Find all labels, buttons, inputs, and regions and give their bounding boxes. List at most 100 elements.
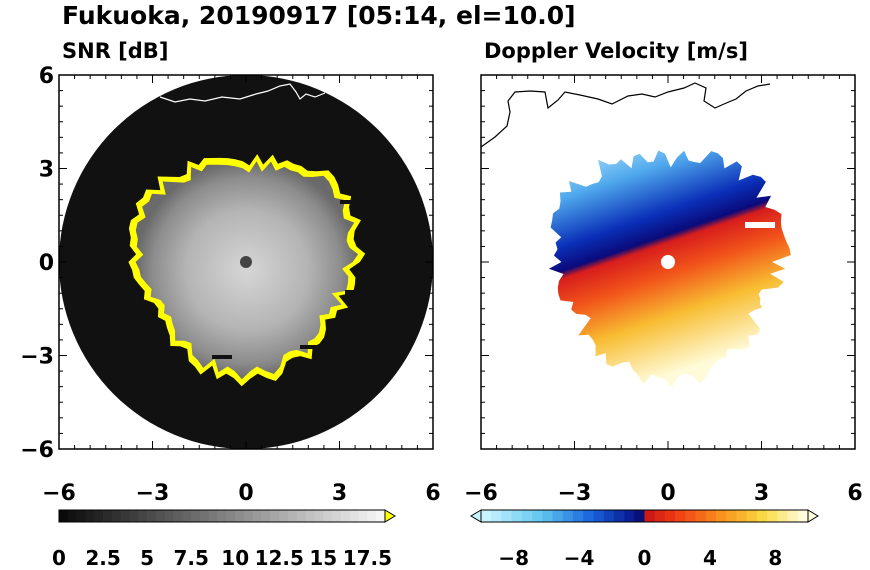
velocity-colorbar-cell <box>767 510 778 522</box>
velocity-colorbar-cell <box>521 510 533 522</box>
velocity-colorbar-cell <box>593 510 604 522</box>
snr-colorbar-label: 5 <box>140 546 154 570</box>
velocity-colorbar-label: −8 <box>498 546 529 570</box>
snr-colorbar-cell <box>155 510 166 522</box>
velocity-colorbar-cell <box>603 510 615 522</box>
snr-colorbar-cell <box>164 510 174 522</box>
snr-colorbar-cell <box>208 510 218 522</box>
snr-xtick-label: −6 <box>42 481 76 506</box>
velocity-colorbar-label: 4 <box>703 546 717 570</box>
velocity-colorbar-cell <box>481 510 492 522</box>
velocity-tick-marks <box>480 74 856 450</box>
velocity-echo-region <box>548 150 791 388</box>
snr-colorbar <box>58 509 396 523</box>
velocity-xtick-label: −3 <box>558 481 592 506</box>
velocity-colorbar-under-arrow <box>470 509 482 523</box>
velocity-colorbar-cell <box>746 510 758 522</box>
velocity-xtick-label: 3 <box>754 481 769 506</box>
velocity-panel: −6 −3 0 3 6 <box>464 74 863 506</box>
velocity-colorbar-cell <box>572 510 584 522</box>
velocity-colorbar-cell <box>787 510 799 522</box>
velocity-colorbar-cell <box>624 510 635 522</box>
velocity-colorbar-cell <box>756 510 768 522</box>
velocity-colorbar-cell <box>777 510 788 522</box>
snr-colorbar-cell <box>76 510 86 522</box>
snr-panel-title: SNR [dB] <box>62 39 168 63</box>
snr-colorbar-cell <box>94 510 104 522</box>
snr-colorbar-cell <box>182 510 192 522</box>
snr-xtick-label: −3 <box>136 481 170 506</box>
snr-colorbar-cell <box>59 510 69 522</box>
snr-colorbar-cell <box>358 510 368 522</box>
velocity-colorbar-cell <box>664 510 676 522</box>
velocity-colorbar-cell <box>644 510 656 522</box>
snr-colorbar-cell <box>103 510 113 522</box>
snr-ytick-label: 3 <box>39 158 54 183</box>
snr-colorbar-label: 12.5 <box>255 546 304 570</box>
snr-colorbar-cell <box>305 510 315 522</box>
snr-colorbar-cell <box>314 510 324 522</box>
snr-colorbar-label: 2.5 <box>85 546 120 570</box>
snr-colorbar-cell <box>270 510 280 522</box>
snr-colorbar-cell <box>340 510 351 522</box>
velocity-colorbar-cell <box>736 510 747 522</box>
snr-colorbar-cell <box>173 510 183 522</box>
snr-tick-marks <box>58 74 434 450</box>
snr-colorbar-cell <box>244 510 254 522</box>
snr-ytick-label: −6 <box>20 438 54 463</box>
velocity-colorbar-cell <box>726 510 737 522</box>
snr-colorbar-over-arrow <box>384 509 396 523</box>
velocity-colorbar-cell <box>562 510 574 522</box>
snr-colorbar-label: 10 <box>221 546 249 570</box>
snr-colorbar-cell <box>288 510 298 522</box>
snr-ytick-label: 6 <box>39 64 54 89</box>
velocity-colorbar-cell <box>705 510 717 522</box>
snr-colorbar-cell <box>252 510 262 522</box>
velocity-colorbar-cell <box>583 510 594 522</box>
snr-colorbar-cell <box>349 510 359 522</box>
velocity-xtick-label: −6 <box>464 481 498 506</box>
snr-radar-site <box>240 256 252 268</box>
velocity-colorbar-cell <box>685 510 696 522</box>
velocity-colorbar-cell <box>532 510 543 522</box>
velocity-panel-title: Doppler Velocity [m/s] <box>484 39 748 63</box>
velocity-colorbar-cell <box>716 510 727 522</box>
velocity-colorbar-cell <box>634 510 645 522</box>
snr-colorbar-cell <box>120 510 130 522</box>
snr-xtick-label: 3 <box>332 481 347 506</box>
snr-colorbar-cell <box>138 510 148 522</box>
snr-colorbar-label: 17.5 <box>343 546 392 570</box>
snr-colorbar-cell <box>235 510 245 522</box>
snr-colorbar-cell <box>279 510 289 522</box>
velocity-colorbar-cell <box>797 510 809 522</box>
figure-title: Fukuoka, 20190917 [05:14, el=10.0] <box>62 1 576 30</box>
velocity-radar-site <box>661 255 675 269</box>
snr-colorbar-cell <box>67 510 77 522</box>
snr-colorbar-cell <box>226 510 236 522</box>
velocity-colorbar-cell <box>654 510 666 522</box>
velocity-colorbar-label: −4 <box>564 546 595 570</box>
snr-colorbar-cell <box>191 510 201 522</box>
snr-colorbar-label: 15 <box>309 546 337 570</box>
velocity-colorbar-cell <box>613 510 625 522</box>
velocity-colorbar-label: 0 <box>638 546 652 570</box>
snr-colorbar-cell <box>199 510 210 522</box>
snr-colorbar-cell <box>367 510 377 522</box>
snr-colorbar-cell <box>111 510 121 522</box>
velocity-colorbar <box>470 509 819 523</box>
velocity-colorbar-cell <box>511 510 523 522</box>
snr-colorbar-cell <box>323 510 333 522</box>
velocity-colorbar-cell <box>542 510 553 522</box>
snr-echo-region <box>135 161 359 380</box>
snr-colorbar-cell <box>129 510 139 522</box>
velocity-echo-gaps <box>745 222 784 305</box>
snr-panel: −6 −3 0 3 6 6 3 0 −3 −6 <box>20 64 440 506</box>
snr-xtick-label: 6 <box>425 481 440 506</box>
velocity-colorbar-cell <box>675 510 686 522</box>
snr-colorbar-label: 7.5 <box>173 546 208 570</box>
snr-echo-gaps <box>212 200 367 359</box>
snr-colorbar-cell <box>296 510 307 522</box>
velocity-xtick-label: 0 <box>660 481 675 506</box>
snr-colorbar-cell <box>332 510 342 522</box>
